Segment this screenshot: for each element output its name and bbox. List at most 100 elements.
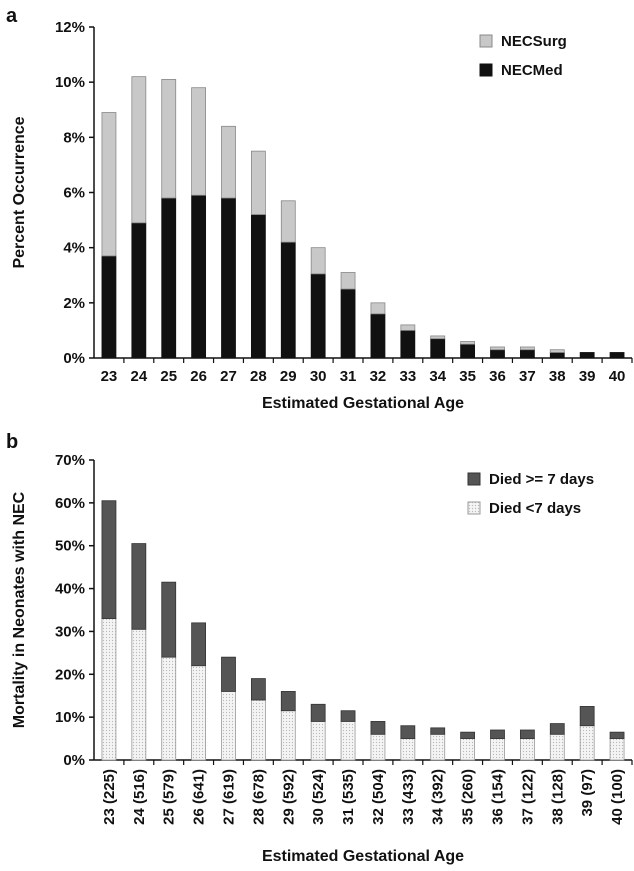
bar-necmed-5 — [250, 214, 266, 359]
x-tick-label: 34 — [429, 368, 446, 385]
chart-panel-b: b 0% 10% 20% 30% 40% 50% 60% 70% 23 (225) 24 (516… — [6, 431, 633, 865]
bar-died-7-days-14 — [519, 738, 535, 761]
bar-died-7-days-13 — [490, 738, 505, 761]
bar-necmed-8 — [340, 288, 356, 359]
bar-necmed-16 — [579, 352, 595, 359]
x-tick-label: 34 (392) — [430, 769, 447, 825]
y-tick-label: 60% — [55, 495, 85, 512]
bar-died-7-days-9 — [370, 721, 386, 735]
x-tick-label: 37 (122) — [519, 769, 536, 825]
x-tick-label: 39 (97) — [579, 769, 596, 817]
bar-died-7-days-16 — [579, 706, 595, 727]
legend-swatch — [479, 34, 493, 48]
bar-necmed-1 — [131, 222, 147, 359]
y-tick-label: 40% — [55, 581, 85, 598]
bar-necsurg-10 — [400, 324, 416, 331]
bar-died-7-days-7 — [310, 721, 326, 761]
panel-letter-b: b — [6, 431, 18, 453]
x-tick-label: 40 — [609, 368, 626, 385]
bar-died-7-days-15 — [549, 733, 565, 761]
bar-died-7-days-1 — [131, 628, 147, 761]
x-tick-label: 37 — [519, 368, 536, 385]
bar-necmed-15 — [549, 352, 565, 359]
bar-necmed-12 — [460, 343, 476, 359]
bar-died-7-days-17 — [609, 731, 625, 739]
legend-swatch — [467, 501, 481, 515]
x-tick-label: 40 (100) — [609, 769, 626, 825]
x-tick-label: 26 (641) — [191, 769, 208, 825]
chart-panel-a-content: 0% 2% 4% 6% 8% 10% 12% 23 24 25 26 27 28 29 30 31 32 33 34… — [11, 19, 633, 412]
chart-panel-b-content: 0% 10% 20% 30% 40% 50% 60% 70% 23 (225) 24 (516) 2… — [11, 452, 633, 865]
x-axis-title: Estimated Gestational Age — [262, 848, 464, 865]
y-tick-label: 10% — [55, 709, 85, 726]
bar-died-7-days-0 — [101, 500, 117, 619]
x-tick-label: 38 (128) — [549, 769, 566, 825]
x-tick-label: 28 — [250, 368, 267, 385]
x-tick-label: 23 — [101, 368, 118, 385]
bar-died-7-days-10 — [400, 738, 416, 761]
bar-necmed-11 — [430, 338, 446, 359]
bar-necsurg-12 — [460, 341, 476, 345]
bar-necsurg-2 — [161, 79, 177, 199]
bar-died-7-days-3 — [191, 665, 207, 761]
x-tick-label: 32 — [370, 368, 387, 385]
x-tick-label: 27 — [220, 368, 237, 385]
x-tick-label: 27 (619) — [221, 769, 238, 825]
x-tick-label: 36 — [489, 368, 506, 385]
panel-letter-a: a — [6, 5, 18, 27]
y-tick-label: 6% — [63, 185, 85, 202]
x-tick-label: 25 (579) — [161, 769, 178, 825]
x-tick-label: 35 — [459, 368, 476, 385]
bar-necmed-2 — [161, 197, 177, 359]
y-axis-title: Percent Occurrence — [11, 116, 28, 268]
bar-necsurg-15 — [549, 349, 565, 353]
x-tick-label: 35 (260) — [460, 769, 477, 825]
bar-necmed-6 — [280, 241, 296, 359]
x-tick-label: 28 (678) — [250, 769, 267, 825]
bar-necsurg-4 — [221, 125, 236, 199]
bar-necsurg-8 — [340, 272, 356, 290]
x-tick-label: 29 — [280, 368, 297, 385]
bar-necmed-17 — [609, 352, 625, 359]
x-tick-label: 26 — [190, 368, 207, 385]
y-tick-label: 2% — [63, 295, 85, 312]
y-tick-label: 0% — [63, 752, 85, 769]
x-tick-label: 32 (504) — [370, 769, 387, 825]
chart-panel-a: a 0% 2% 4% 6% 8% 10% 12% 23 24 25 26 27 28 29 30 31 32 33… — [6, 5, 633, 412]
bar-necsurg-6 — [280, 200, 296, 243]
x-tick-label: 24 (516) — [131, 769, 148, 825]
bar-necsurg-9 — [370, 302, 386, 315]
x-tick-label: 30 — [310, 368, 327, 385]
bar-died-7-days-2 — [161, 581, 177, 658]
legend-swatch — [467, 472, 481, 486]
x-tick-label: 33 — [399, 368, 416, 385]
x-tick-label: 39 — [579, 368, 596, 385]
bar-necmed-10 — [400, 330, 416, 359]
x-tick-label: 25 — [160, 368, 177, 385]
y-tick-label: 8% — [63, 129, 85, 146]
x-tick-label: 31 — [340, 368, 357, 385]
x-tick-label: 29 (592) — [280, 769, 297, 825]
bar-necsurg-3 — [191, 87, 207, 196]
bar-died-7-days-17 — [609, 738, 625, 761]
x-axis-title: Estimated Gestational Age — [262, 395, 464, 412]
y-tick-label: 10% — [55, 74, 85, 91]
x-tick-label: 38 — [549, 368, 566, 385]
legend-label: Died <7 days — [489, 500, 581, 517]
x-tick-label: 36 (154) — [490, 769, 507, 825]
x-tick-label: 23 (225) — [101, 769, 118, 825]
bar-died-7-days-0 — [101, 618, 117, 761]
bar-died-7-days-5 — [250, 678, 266, 701]
bar-necsurg-0 — [101, 112, 117, 257]
bar-necsurg-14 — [519, 346, 535, 351]
bar-necmed-0 — [101, 255, 117, 359]
bar-died-7-days-4 — [221, 656, 236, 692]
bar-necsurg-5 — [250, 150, 266, 215]
y-tick-label: 30% — [55, 623, 85, 640]
bar-died-7-days-11 — [430, 733, 446, 761]
bar-died-7-days-8 — [340, 721, 356, 761]
y-tick-label: 12% — [55, 19, 85, 36]
bar-died-7-days-16 — [579, 725, 595, 761]
bar-necsurg-11 — [430, 335, 446, 340]
